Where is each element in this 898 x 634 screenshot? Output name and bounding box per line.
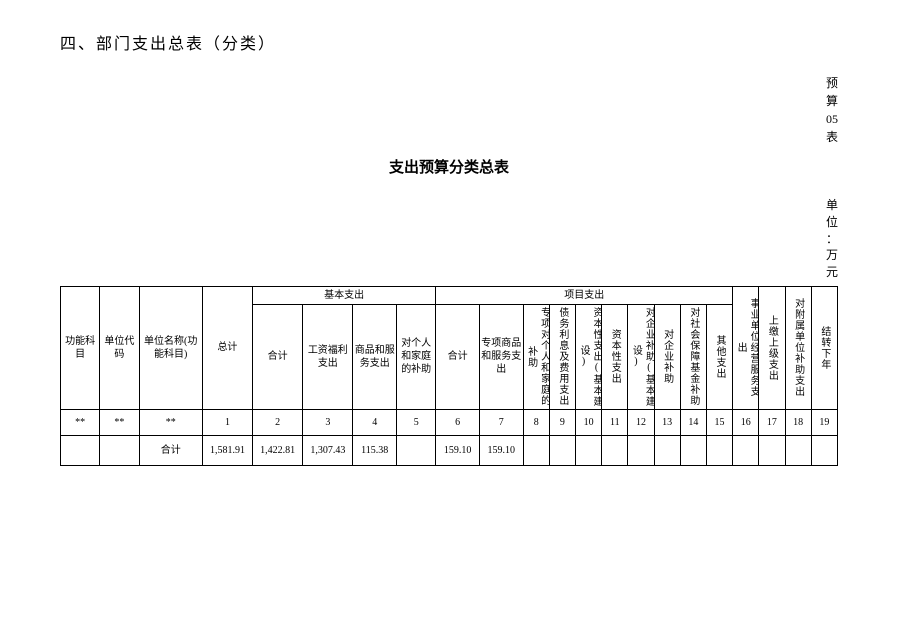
- form-code-line: 05: [60, 110, 838, 128]
- cell-value: [549, 435, 575, 465]
- num-cell: 1: [202, 409, 252, 435]
- col-carry-forward: 结转下年: [811, 286, 837, 409]
- col-project-subtotal: 合计: [436, 304, 480, 409]
- cell-value: [602, 435, 628, 465]
- num-cell: 18: [785, 409, 811, 435]
- table-title: 支出预算分类总表: [60, 156, 838, 177]
- num-cell: 14: [680, 409, 706, 435]
- cell-value: [733, 435, 759, 465]
- cell-value: 159.10: [436, 435, 480, 465]
- col-goods-services: 商品和服务支出: [353, 304, 397, 409]
- num-cell: 17: [759, 409, 785, 435]
- number-row: ** ** ** 1 2 3 4 5 6 7 8 9 10 11 12 13 1…: [61, 409, 838, 435]
- num-cell: **: [61, 409, 100, 435]
- col-total: 总计: [202, 286, 252, 409]
- col-special-goods: 专项商品和服务支出: [479, 304, 523, 409]
- num-cell: 5: [397, 409, 436, 435]
- cell-value: 1,581.91: [202, 435, 252, 465]
- cell-value: 1,422.81: [253, 435, 303, 465]
- table-row: 合计 1,581.91 1,422.81 1,307.43 115.38 159…: [61, 435, 838, 465]
- cell-value: [628, 435, 654, 465]
- unit-line: 单: [60, 197, 838, 214]
- num-cell: 11: [602, 409, 628, 435]
- cell-value: [811, 435, 837, 465]
- col-submit-superior: 上缴上级支出: [759, 286, 785, 409]
- num-cell: 10: [575, 409, 601, 435]
- form-code-line: 表: [60, 128, 838, 146]
- num-cell: **: [139, 409, 202, 435]
- num-cell: 15: [706, 409, 732, 435]
- cell: [100, 435, 139, 465]
- col-business-unit: 事业单位经营服务支出: [733, 286, 759, 409]
- col-unit-code: 单位代码: [100, 286, 139, 409]
- cell-value: 159.10: [479, 435, 523, 465]
- num-cell: **: [100, 409, 139, 435]
- num-cell: 3: [303, 409, 353, 435]
- num-cell: 13: [654, 409, 680, 435]
- num-cell: 19: [811, 409, 837, 435]
- num-cell: 12: [628, 409, 654, 435]
- cell-value: [759, 435, 785, 465]
- num-cell: 4: [353, 409, 397, 435]
- col-personal-family: 对个人和家庭的补助: [397, 304, 436, 409]
- col-group-project: 项目支出: [436, 286, 733, 304]
- col-other: 其他支出: [706, 304, 732, 409]
- cell-value: [575, 435, 601, 465]
- unit-label: 单 位 ： 万 元: [60, 197, 838, 281]
- num-cell: 6: [436, 409, 480, 435]
- cell-value: [523, 435, 549, 465]
- num-cell: 7: [479, 409, 523, 435]
- col-capital: 资本性支出: [602, 304, 628, 409]
- num-cell: 9: [549, 409, 575, 435]
- col-unit-name: 单位名称(功能科目): [139, 286, 202, 409]
- cell-value: 1,307.43: [303, 435, 353, 465]
- col-salary: 工资福利支出: [303, 304, 353, 409]
- cell-value: [785, 435, 811, 465]
- col-group-basic: 基本支出: [253, 286, 436, 304]
- header-row-1: 功能科目 单位代码 单位名称(功能科目) 总计 基本支出 项目支出 事业单位经营…: [61, 286, 838, 304]
- col-subsidiary-aid: 对附属单位补助支出: [785, 286, 811, 409]
- form-code-line: 预: [60, 74, 838, 92]
- num-cell: 2: [253, 409, 303, 435]
- section-title: 四、部门支出总表（分类）: [60, 30, 838, 54]
- cell: [61, 435, 100, 465]
- unit-line: 位: [60, 214, 838, 231]
- num-cell: 8: [523, 409, 549, 435]
- cell-value: 115.38: [353, 435, 397, 465]
- cell-value: [706, 435, 732, 465]
- form-code: 预 算 05 表: [60, 74, 838, 146]
- num-cell: 16: [733, 409, 759, 435]
- form-code-line: 算: [60, 92, 838, 110]
- cell-value: [654, 435, 680, 465]
- col-capital-basic: 资本性支出(基本建设): [575, 304, 601, 409]
- budget-table: 功能科目 单位代码 单位名称(功能科目) 总计 基本支出 项目支出 事业单位经营…: [60, 286, 838, 466]
- unit-line: ：: [60, 231, 838, 248]
- col-enterprise: 对企业补助: [654, 304, 680, 409]
- col-debt-interest: 债务利息及费用支出: [549, 304, 575, 409]
- col-function-subject: 功能科目: [61, 286, 100, 409]
- col-social-security: 对社会保障基金补助: [680, 304, 706, 409]
- cell-total-label: 合计: [139, 435, 202, 465]
- unit-line: 万: [60, 247, 838, 264]
- col-enterprise-basic: 对企业补助(基本建设): [628, 304, 654, 409]
- unit-line: 元: [60, 264, 838, 281]
- col-special-personal: 专项对个人和家庭的补助: [523, 304, 549, 409]
- cell-value: [397, 435, 436, 465]
- cell-value: [680, 435, 706, 465]
- col-basic-subtotal: 合计: [253, 304, 303, 409]
